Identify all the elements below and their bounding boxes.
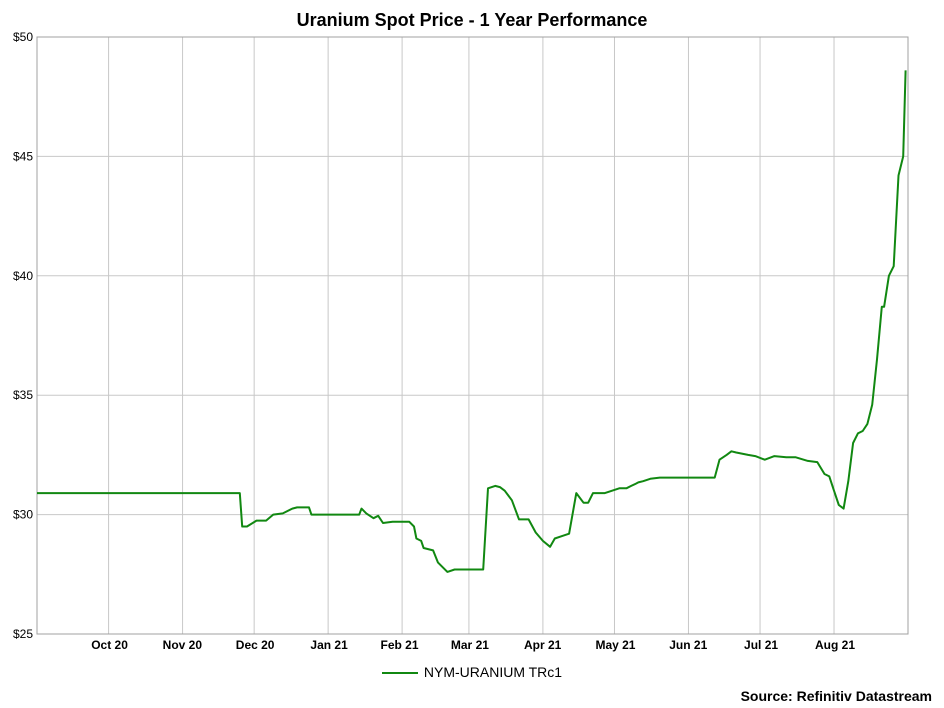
x-tick-label: Nov 20 [163,638,203,652]
x-tick-label: Jul 21 [744,638,778,652]
plot-frame [36,36,909,635]
line-chart: $25 $30 $35 $40 $45 $50 Oct 20 Nov 20 Dec 20 Jan … [13,30,909,652]
y-tick-label: $30 [13,508,33,522]
x-tick-label: May 21 [595,638,635,652]
chart-title: Uranium Spot Price - 1 Year Performance [296,10,648,30]
legend-label: NYM-URANIUM TRc1 [423,664,563,680]
x-tick-label: Mar 21 [451,638,489,652]
x-tick-label: Feb 21 [381,638,419,652]
x-tick-label: Aug 21 [815,638,855,652]
legend: NYM-URANIUM TRc1 [0,664,944,680]
source-label: Source: Refinitiv Datastream [740,688,932,704]
y-tick-label: $25 [13,627,33,641]
x-tick-label: Jun 21 [669,638,707,652]
y-tick-label: $40 [13,269,33,283]
series-line-uranium [37,70,907,573]
x-tick-label: Oct 20 [91,638,128,652]
x-tick-label: Apr 21 [524,638,562,652]
y-tick-label: $50 [13,30,33,44]
y-tick-label: $45 [13,149,33,163]
y-tick-label: $35 [13,388,33,402]
x-tick-label: Dec 20 [236,638,275,652]
legend-swatch [381,672,418,675]
x-tick-label: Jan 21 [310,638,348,652]
